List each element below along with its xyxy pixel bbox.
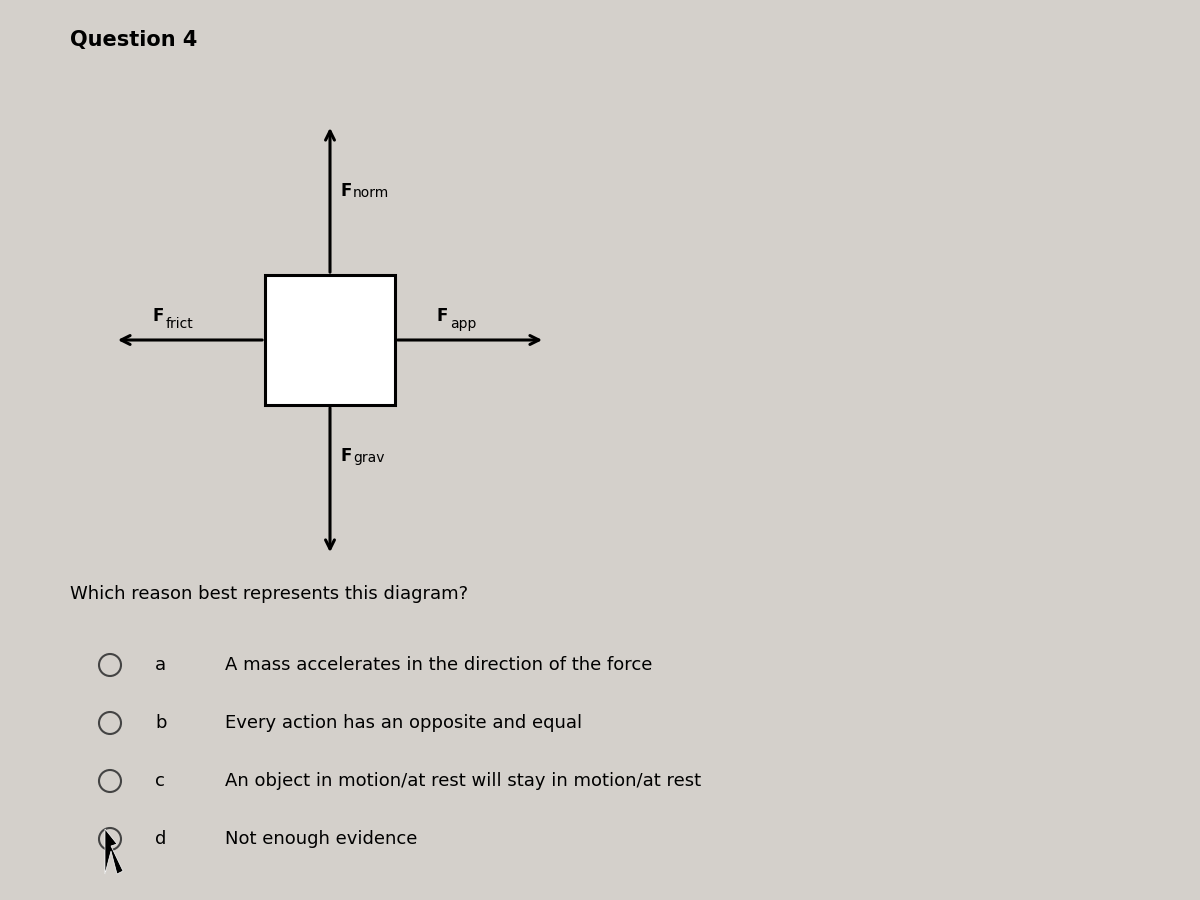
- Polygon shape: [106, 829, 124, 874]
- Text: F: F: [437, 307, 449, 325]
- Text: d: d: [155, 830, 167, 848]
- Text: app: app: [450, 317, 476, 331]
- Text: grav: grav: [353, 451, 384, 465]
- Text: b: b: [155, 714, 167, 732]
- Text: Not enough evidence: Not enough evidence: [226, 830, 418, 848]
- Bar: [265, 275, 395, 405]
- Text: Question 4: Question 4: [70, 30, 197, 50]
- Text: An object in motion/at rest will stay in motion/at rest: An object in motion/at rest will stay in…: [226, 772, 701, 790]
- Text: Which reason best represents this diagram?: Which reason best represents this diagra…: [70, 585, 468, 603]
- Text: a: a: [155, 656, 166, 674]
- Text: norm: norm: [353, 186, 389, 200]
- Text: Every action has an opposite and equal: Every action has an opposite and equal: [226, 714, 582, 732]
- Text: F: F: [152, 307, 164, 325]
- Text: F: F: [340, 182, 352, 200]
- Text: F: F: [340, 447, 352, 465]
- Text: frict: frict: [166, 317, 193, 331]
- Text: c: c: [155, 772, 164, 790]
- Text: A mass accelerates in the direction of the force: A mass accelerates in the direction of t…: [226, 656, 653, 674]
